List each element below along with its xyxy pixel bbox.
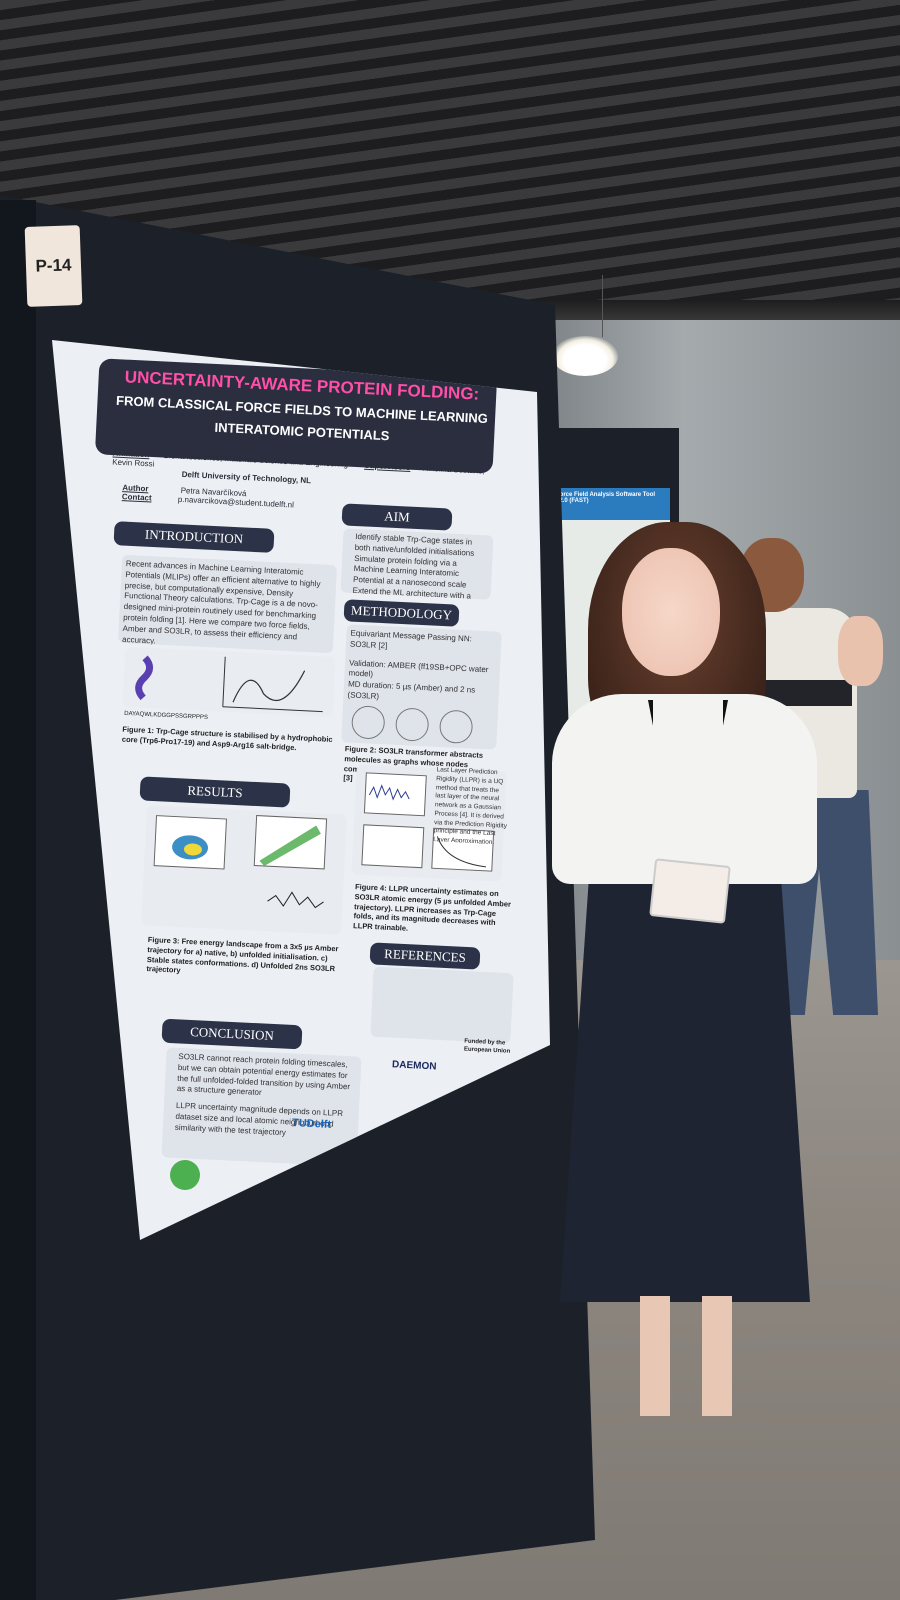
methodology-header: METHODOLOGY	[343, 599, 460, 627]
supervisors-label: Supervisors	[364, 460, 411, 473]
board-number-label: P-14	[24, 225, 83, 307]
presenter-face	[622, 548, 720, 676]
introduction-header: INTRODUCTION	[113, 521, 275, 553]
presenter-skirt	[560, 862, 810, 1302]
lamp-cord	[602, 275, 603, 337]
raised-hand	[838, 616, 883, 686]
conclusion-list: SO3LR cannot reach protein folding times…	[161, 1047, 362, 1167]
figure-2-graphs	[351, 705, 473, 744]
figure-3-caption: Figure 3: Free energy landscape from a 3…	[146, 935, 339, 975]
name-badge	[649, 858, 731, 924]
references-header: REFERENCES	[369, 942, 481, 970]
figure-1-graphic	[135, 655, 323, 713]
methodology-list: Equivariant Message Passing NN: SO3LR [2…	[341, 624, 502, 750]
bionanoscience-logo	[169, 1159, 201, 1191]
introduction-text: Recent advances in Machine Learning Inte…	[117, 554, 338, 654]
contact-email: p.navarcikova@student.tudelft.nl	[177, 494, 295, 510]
author-row: Author Petra Navarčíková Contact p.navar…	[122, 483, 323, 511]
presenter-shirt	[552, 694, 817, 884]
presenter-legs	[640, 1296, 740, 1416]
contact-label: Contact	[121, 492, 152, 503]
figure-4-caption: Figure 4: LLPR uncertainty estimates on …	[352, 882, 512, 933]
methodology-item: Equivariant Message Passing NN: SO3LR [2…	[349, 628, 473, 651]
conclusion-item: SO3LR cannot reach protein folding times…	[176, 1051, 351, 1098]
conclusion-header: CONCLUSION	[161, 1018, 303, 1050]
results-header: RESULTS	[139, 776, 291, 808]
institution-text: Delft University of Technology, NL	[181, 469, 312, 486]
llpr-text: Last Layer Prediction Rigidity (LLPR) is…	[433, 766, 508, 845]
figure-4-graphic	[361, 772, 495, 872]
neighbour-poster-title: Force Field Analysis Software Tool v2.0 …	[552, 488, 670, 520]
figure-3-graphic	[153, 815, 328, 909]
daemon-logo: DAEMON	[391, 1059, 437, 1073]
aim-header: AIM	[341, 503, 453, 531]
figure-1-caption: Figure 1: Trp-Cage structure is stabilis…	[121, 724, 333, 752]
ceiling-lamp	[552, 336, 618, 376]
references-list	[370, 966, 514, 1044]
figure-3-panels	[141, 805, 347, 935]
poster-board-edge	[0, 200, 36, 1600]
eu-funding-logo: Funded by the European Union	[463, 1038, 511, 1055]
figure-4-panels	[351, 764, 507, 882]
aim-list: Identify stable Trp-Cage states in both …	[340, 528, 494, 600]
figure-1-image	[122, 646, 336, 718]
